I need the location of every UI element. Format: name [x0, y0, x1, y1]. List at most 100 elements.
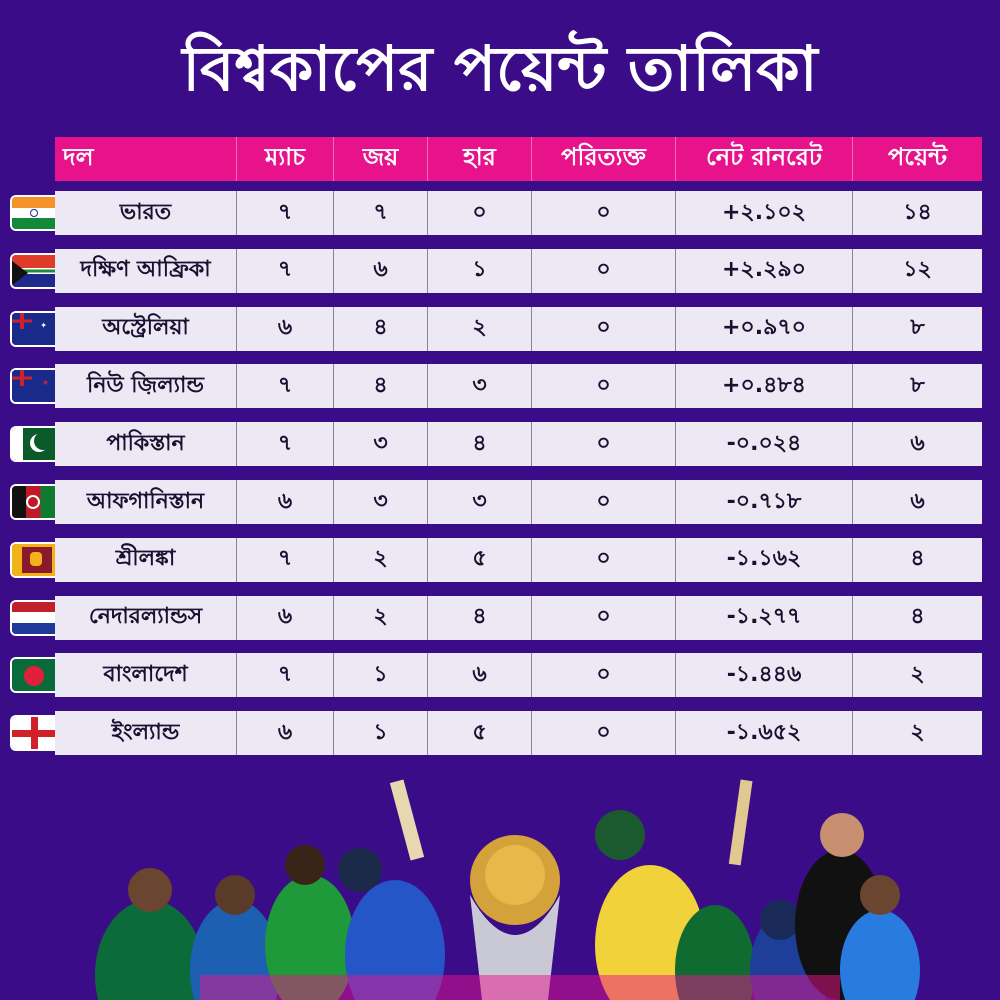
cell-no-result: ০ [532, 480, 676, 524]
world-cup-trophy-icon [470, 835, 560, 1000]
cell-no-result: ০ [532, 248, 676, 293]
cell-wins: ৬ [334, 248, 428, 293]
cell-matches: ৬ [237, 595, 334, 640]
points-table: দল ম্যাচ জয় হার পরিত্যক্ত নেট রানরেট পয… [10, 137, 982, 756]
cell-losses: ০ [428, 191, 532, 235]
cell-no-result: ০ [532, 191, 676, 235]
header-matches: ম্যাচ [237, 137, 334, 181]
cell-matches: ৬ [237, 711, 334, 756]
cell-net-run-rate: -১.৬৫২ [676, 711, 853, 756]
cell-losses: ৪ [428, 422, 532, 467]
cell-no-result: ০ [532, 653, 676, 698]
cell-net-run-rate: -১.২৭৭ [676, 595, 853, 640]
table-row: পাকিস্তান ৭ ৩ ৪ ০ -০.০২৪ ৬ [10, 422, 982, 467]
table-row: ইংল্যান্ড ৬ ১ ৫ ০ -১.৬৫২ ২ [10, 711, 982, 756]
cell-wins: ১ [334, 653, 428, 698]
cell-no-result: ০ [532, 306, 676, 351]
south-africa-flag-icon [10, 252, 55, 289]
cell-matches: ৭ [237, 364, 334, 409]
cell-net-run-rate: -১.৪৪৬ [676, 653, 853, 698]
cell-team-name: পাকিস্তান [55, 422, 237, 467]
cell-losses: ৩ [428, 480, 532, 524]
cell-losses: ৫ [428, 711, 532, 756]
cell-net-run-rate: +০.৯৭০ [676, 306, 853, 351]
cell-matches: ৭ [237, 191, 334, 235]
cell-points: ৬ [910, 430, 925, 456]
cell-wins: ২ [334, 595, 428, 640]
header-nrr: নেট রানরেট [676, 137, 853, 181]
header-points: পয়েন্ট [888, 143, 947, 171]
australia-flag-icon: ✦ [10, 310, 55, 347]
cell-team-name: ইংল্যান্ড [55, 711, 237, 756]
england-flag-icon [10, 715, 55, 752]
table-header: দল ম্যাচ জয় হার পরিত্যক্ত নেট রানরেট পয… [55, 137, 982, 181]
cell-wins: ৩ [334, 480, 428, 524]
cell-wins: ৭ [334, 191, 428, 235]
header-wins: জয় [334, 137, 428, 181]
afghanistan-flag-icon [10, 484, 55, 520]
cell-team-name: নিউ জ়িল্যান্ড [55, 364, 237, 409]
cell-no-result: ০ [532, 711, 676, 756]
players-banner [0, 775, 1000, 1000]
cell-wins: ৪ [334, 364, 428, 409]
cell-team-name: শ্রীলঙ্কা [55, 537, 237, 582]
cell-points: ১২ [903, 257, 932, 283]
cell-wins: ১ [334, 711, 428, 756]
bangladesh-flag-icon [10, 657, 55, 694]
cell-wins: ৩ [334, 422, 428, 467]
cell-losses: ৫ [428, 537, 532, 582]
cell-losses: ৪ [428, 595, 532, 640]
page-title: বিশ্বকাপের পয়েন্ট তালিকা [182, 32, 818, 105]
india-flag-icon [10, 195, 55, 231]
cell-no-result: ০ [532, 537, 676, 582]
cell-matches: ৭ [237, 653, 334, 698]
new-zealand-flag-icon: ★ [10, 368, 55, 405]
cell-wins: ৪ [334, 306, 428, 351]
cell-matches: ৬ [237, 480, 334, 524]
cell-team-name: অস্ট্রেলিয়া [55, 306, 237, 351]
cell-matches: ৭ [237, 537, 334, 582]
table-row: ভারত ৭ ৭ ০ ০ +২.১০২ ১৪ [10, 191, 982, 235]
table-row: দক্ষিণ আফ্রিকা ৭ ৬ ১ ০ +২.২৯০ ১২ [10, 248, 982, 293]
cell-losses: ১ [428, 248, 532, 293]
cell-net-run-rate: +২.১০২ [676, 191, 853, 235]
table-row: শ্রীলঙ্কা ৭ ২ ৫ ০ -১.১৬২ ৪ [10, 537, 982, 582]
cell-net-run-rate: +০.৪৮৪ [676, 364, 853, 409]
table-row: নেদারল্যান্ডস ৬ ২ ৪ ০ -১.২৭৭ ৪ [10, 595, 982, 640]
cell-wins: ২ [334, 537, 428, 582]
header-no-result: পরিত্যক্ত [532, 137, 676, 181]
cell-points: ৬ [910, 488, 925, 514]
cell-points: ৮ [910, 372, 925, 398]
cell-team-name: বাংলাদেশ [55, 653, 237, 698]
cell-matches: ৬ [237, 306, 334, 351]
cell-points: ২ [910, 719, 925, 745]
cell-team-name: নেদারল্যান্ডস [55, 595, 237, 640]
cell-points: ১৪ [903, 199, 932, 225]
cell-matches: ৭ [237, 248, 334, 293]
header-team: দল [55, 137, 237, 181]
cell-losses: ৩ [428, 364, 532, 409]
cell-no-result: ০ [532, 422, 676, 467]
cell-net-run-rate: -১.১৬২ [676, 537, 853, 582]
table-row: ✦ অস্ট্রেলিয়া ৬ ৪ ২ ০ +০.৯৭০ ৮ [10, 306, 982, 351]
cell-points: ২ [910, 661, 925, 687]
table-row: বাংলাদেশ ৭ ১ ৬ ০ -১.৪৪৬ ২ [10, 653, 982, 698]
table-row: ★ নিউ জ়িল্যান্ড ৭ ৪ ৩ ০ +০.৪৮৪ ৮ [10, 364, 982, 409]
cell-losses: ৬ [428, 653, 532, 698]
cell-team-name: ভারত [55, 191, 237, 235]
pakistan-flag-icon [10, 426, 55, 463]
cell-net-run-rate: -০.৭১৮ [676, 480, 853, 524]
cell-net-run-rate: +২.২৯০ [676, 248, 853, 293]
cell-points: ৮ [910, 315, 925, 341]
cell-no-result: ০ [532, 364, 676, 409]
cell-points: ৪ [910, 604, 925, 630]
cell-no-result: ০ [532, 595, 676, 640]
cell-matches: ৭ [237, 422, 334, 467]
cell-points: ৪ [910, 546, 925, 572]
sri-lanka-flag-icon [10, 541, 55, 578]
header-losses: হার [428, 137, 532, 181]
table-row: আফগানিস্তান ৬ ৩ ৩ ০ -০.৭১৮ ৬ [10, 480, 982, 524]
netherlands-flag-icon [10, 599, 55, 636]
cell-team-name: আফগানিস্তান [55, 480, 237, 524]
cell-losses: ২ [428, 306, 532, 351]
